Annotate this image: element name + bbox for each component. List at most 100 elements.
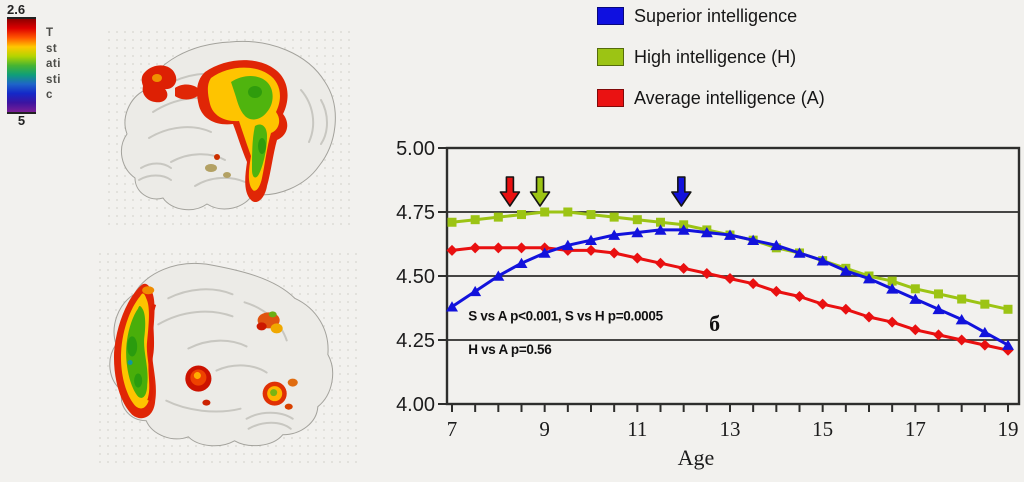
legend-swatch-superior — [597, 7, 624, 25]
series-marker — [540, 207, 550, 217]
x-tick-label: 17 — [905, 417, 926, 441]
series-marker — [1002, 344, 1014, 356]
peak-age-arrow-1 — [529, 176, 551, 207]
legend-swatch-high — [597, 48, 624, 66]
series-marker — [677, 224, 690, 235]
series-marker — [516, 242, 527, 254]
series-marker — [447, 217, 457, 227]
chart-legend: Superior intelligence High intelligence … — [597, 6, 825, 130]
series-marker — [955, 314, 968, 325]
series-marker — [585, 234, 597, 245]
brain-bottom-svg — [109, 262, 334, 447]
series-marker — [840, 303, 852, 315]
series-marker — [816, 255, 829, 266]
colorbar-max-label: 2.6 — [7, 2, 26, 17]
series-marker — [770, 285, 782, 297]
series-marker — [956, 334, 968, 346]
series-marker — [886, 316, 898, 328]
series-marker — [957, 294, 967, 304]
series-marker — [446, 244, 458, 256]
colorbar-title-line: st — [46, 42, 58, 55]
series-marker — [934, 289, 943, 299]
series-marker — [655, 257, 666, 269]
series-marker — [700, 226, 713, 238]
series-marker — [724, 229, 736, 240]
series-marker — [701, 267, 713, 279]
colorbar-title-line: c — [46, 89, 53, 101]
series-marker — [678, 262, 690, 274]
series-marker — [515, 257, 528, 268]
legend-item-average: Average intelligence (A) — [597, 88, 825, 108]
series-marker — [561, 239, 574, 251]
series-marker — [794, 290, 805, 302]
series-marker — [910, 284, 920, 294]
series-marker — [1002, 339, 1014, 350]
legend-item-high: High intelligence (H) — [597, 46, 825, 67]
legend-label-high: High intelligence (H) — [634, 46, 797, 67]
series-marker — [631, 226, 644, 238]
x-tick-label: 15 — [812, 417, 833, 441]
series-marker — [863, 273, 875, 284]
peak-age-arrow-0 — [671, 176, 692, 207]
x-tick-label: 13 — [720, 417, 741, 441]
series-marker — [608, 247, 620, 259]
series-marker — [978, 326, 991, 338]
series-marker — [817, 298, 829, 310]
colorbar-min-label: 5 — [17, 113, 26, 128]
y-tick-label: 4.75 — [396, 202, 435, 224]
colorbar-title-line: ati — [46, 58, 61, 70]
series-marker — [493, 212, 503, 222]
series-marker — [770, 239, 783, 251]
series-marker — [909, 324, 921, 336]
series-marker — [747, 234, 760, 245]
x-tick-label: 9 — [539, 417, 550, 441]
stat-note-1: S vs A p<0.001, S vs H p=0.0005 — [468, 309, 663, 324]
peak-age-arrow-2 — [499, 176, 521, 207]
brain-stat-map-top — [105, 28, 355, 226]
series-marker — [909, 293, 922, 304]
series-marker — [492, 242, 504, 254]
t-statistic-colorbar: 2.6 5 T st ati sti c — [4, 3, 76, 128]
series-marker — [446, 301, 458, 312]
series-marker — [886, 283, 899, 294]
brain-top-svg — [120, 40, 336, 211]
series-line-1 — [451, 210, 1009, 311]
series-marker — [839, 265, 852, 276]
y-tick-label: 4.50 — [396, 266, 435, 288]
panel-label-b: б — [709, 311, 720, 336]
series-marker — [863, 311, 875, 323]
series-marker — [933, 329, 944, 341]
colorbar-title-line: sti — [46, 73, 61, 86]
stat-note-2: H vs A p=0.56 — [468, 342, 552, 357]
series-marker — [747, 278, 759, 290]
colorbar-title-line: T — [46, 27, 54, 39]
series-marker — [585, 244, 597, 256]
series-marker — [724, 273, 736, 285]
series-marker — [979, 339, 991, 351]
series-marker — [632, 215, 642, 225]
x-tick-label: 19 — [998, 417, 1019, 441]
series-marker — [608, 229, 621, 240]
series-marker — [656, 217, 665, 227]
series-marker — [887, 276, 897, 286]
brain-stat-map-bottom — [96, 250, 362, 466]
series-marker — [492, 270, 505, 281]
colorbar-title: T st ati sti c — [46, 26, 61, 104]
thickness-age-chart-svg: 5.00 4.75 4.50 4.25 4.00 7 9 11 13 15 17 19 Age S vs … — [396, 138, 1021, 470]
series-marker — [538, 247, 551, 258]
series-marker — [793, 247, 806, 258]
series-marker — [469, 242, 481, 254]
series-marker — [980, 299, 990, 309]
y-tick-label: 4.25 — [396, 330, 435, 352]
x-axis-title: Age — [678, 445, 715, 470]
series-marker — [654, 224, 667, 235]
y-tick-label: 5.00 — [396, 138, 435, 160]
series-line-2 — [451, 246, 1009, 352]
x-tick-label: 7 — [447, 417, 458, 441]
series-marker — [517, 210, 526, 220]
series-marker — [631, 252, 643, 264]
series-marker — [469, 285, 482, 297]
y-tick-label: 4.00 — [396, 394, 435, 416]
legend-item-superior: Superior intelligence — [597, 6, 825, 26]
